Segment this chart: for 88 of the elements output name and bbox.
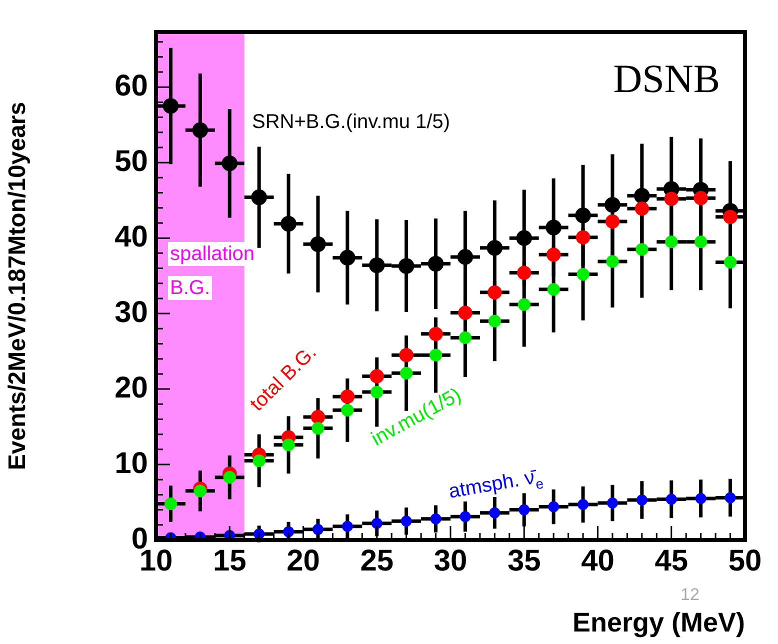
point [368, 257, 385, 274]
point [605, 214, 620, 229]
point [694, 236, 708, 248]
x-tick-label: 30 [434, 544, 468, 578]
point [489, 507, 500, 518]
point [429, 348, 442, 362]
point [576, 268, 590, 281]
point [548, 501, 560, 512]
point [547, 283, 560, 296]
point [310, 236, 326, 252]
point [251, 189, 267, 206]
point [695, 492, 706, 504]
point [636, 494, 648, 506]
point [340, 250, 356, 266]
point [723, 210, 738, 224]
point [634, 188, 650, 204]
point [576, 230, 590, 244]
point [400, 366, 413, 380]
point [280, 216, 296, 232]
y-tick-label: 50 [114, 144, 148, 178]
point [518, 298, 530, 311]
point [428, 256, 444, 272]
y-tick-label: 60 [114, 69, 148, 102]
point [666, 494, 677, 505]
point [341, 404, 354, 416]
x-tick-label: 25 [360, 544, 394, 578]
point [458, 306, 472, 320]
point [486, 240, 503, 256]
x-tick-label: 50 [728, 544, 762, 578]
y-axis-title: Events/2MeV/0.187Mton/10years [4, 102, 32, 470]
text: 12 [680, 585, 700, 604]
point [162, 98, 179, 114]
point [724, 492, 736, 504]
point [694, 190, 708, 206]
point [342, 520, 353, 532]
point [164, 497, 178, 510]
band-label: spallation B.G. [170, 243, 255, 299]
point [371, 518, 382, 529]
point [606, 498, 618, 509]
x-axis-title: Energy (MeV) [572, 607, 745, 638]
point [312, 524, 324, 535]
point [578, 499, 589, 510]
point [192, 122, 208, 138]
point [546, 220, 562, 236]
point [516, 230, 532, 246]
x-tick-label: 45 [654, 544, 688, 578]
point [488, 285, 502, 300]
point [430, 513, 442, 524]
point [310, 410, 326, 424]
point [636, 243, 648, 256]
x-tick-label: 35 [507, 544, 541, 578]
y-tick-label: 30 [114, 296, 148, 329]
text: atmsph. ν̄e [447, 466, 545, 503]
annotation: DSNB [613, 56, 720, 101]
point [370, 369, 384, 384]
point [724, 256, 737, 269]
point [488, 314, 501, 328]
point [460, 511, 471, 522]
point [575, 208, 591, 224]
x-tick-label: 20 [286, 544, 320, 578]
x-tick-label: 15 [212, 544, 246, 578]
point [400, 516, 412, 527]
point [518, 504, 530, 516]
point [604, 196, 620, 213]
y-tick-label: 40 [114, 220, 148, 254]
point [517, 266, 532, 280]
point [194, 484, 206, 498]
point [252, 454, 266, 468]
point [546, 248, 561, 262]
point [634, 202, 650, 216]
point [457, 249, 474, 265]
point [458, 331, 472, 344]
point [340, 389, 355, 404]
y-tick-label: 10 [114, 446, 148, 480]
point [222, 155, 238, 172]
point [428, 326, 443, 342]
point [665, 236, 678, 248]
point [312, 422, 324, 435]
point [398, 258, 414, 274]
point [606, 255, 619, 268]
point [283, 526, 294, 538]
y-tick-label: 20 [114, 371, 148, 404]
x-tick-label: 40 [581, 544, 614, 578]
point [223, 471, 236, 484]
point [282, 438, 295, 452]
series-label: SRN+B.G.(inv.mu 1/5) [252, 111, 450, 133]
point [399, 348, 414, 362]
point [664, 192, 678, 206]
